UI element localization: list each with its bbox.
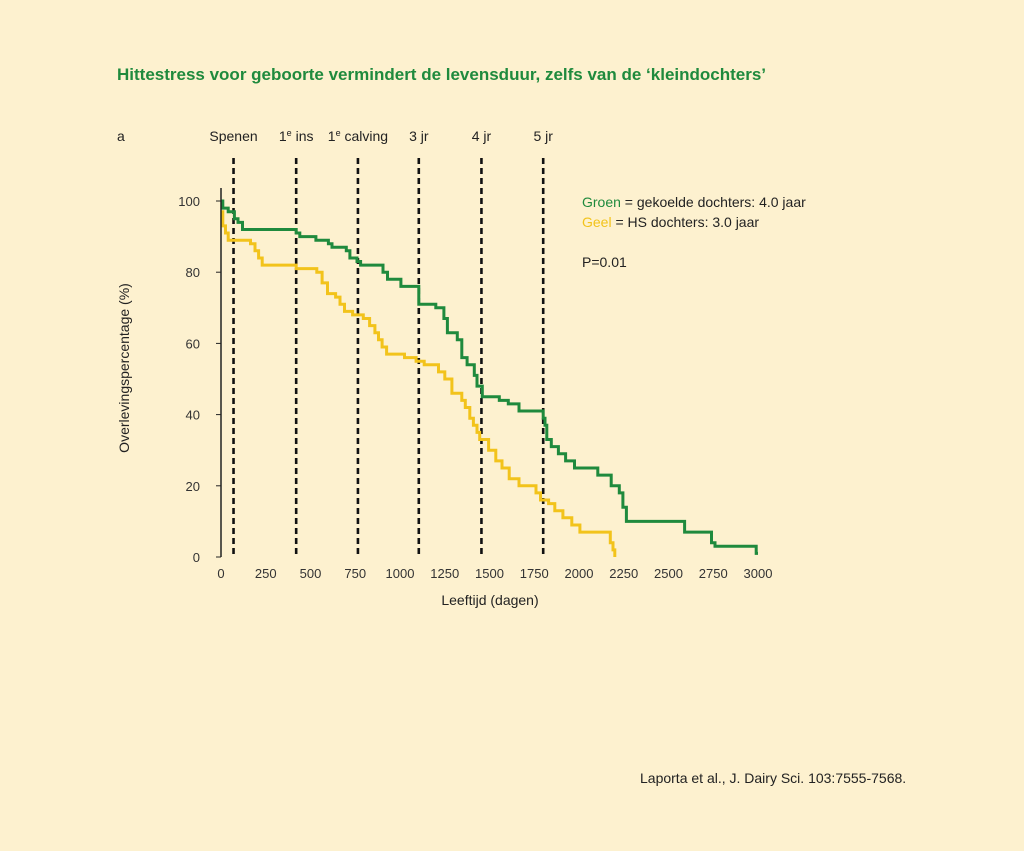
x-tick-2000: 2000 [565, 566, 594, 581]
legend-green-word: Groen [582, 194, 621, 210]
x-tick-2500: 2500 [654, 566, 683, 581]
x-tick-750: 750 [344, 566, 366, 581]
x-tick-labels: 0 250 500 750 1000 1250 1500 1750 2000 2250 2500 27… [217, 566, 772, 581]
x-tick-2250: 2250 [609, 566, 638, 581]
y-tick-60: 60 [186, 336, 200, 351]
x-tick-1000: 1000 [386, 566, 415, 581]
milestone-label-5: 5 jr [533, 128, 553, 144]
milestone-label-2: 1e calving [328, 128, 388, 144]
p-value: P=0.01 [582, 254, 627, 270]
series-layer [221, 199, 758, 557]
milestone-group: Spenen 1e ins 1e calving 3 jr 4 jr 5 jr [209, 128, 553, 557]
y-tick-80: 80 [186, 265, 200, 280]
x-tick-0: 0 [217, 566, 224, 581]
y-tick-20: 20 [186, 479, 200, 494]
legend-green-text: = gekoelde dochters: 4.0 jaar [621, 194, 806, 210]
milestone-label-4: 4 jr [472, 128, 492, 144]
legend-yellow-text: = HS dochters: 3.0 jaar [612, 214, 760, 230]
legend-green: Groen = gekoelde dochters: 4.0 jaar [582, 194, 806, 210]
y-tick-0: 0 [193, 550, 200, 565]
source-citation: Laporta et al., J. Dairy Sci. 103:7555-7… [640, 770, 906, 786]
milestone-label-0: Spenen [209, 128, 257, 144]
y-tick-100: 100 [178, 194, 200, 209]
legend-yellow-word: Geel [582, 214, 612, 230]
chart-title: Hittestress voor geboorte vermindert de … [117, 65, 766, 84]
x-tick-1250: 1250 [430, 566, 459, 581]
milestone-label-3: 3 jr [409, 128, 429, 144]
y-tick-labels: 0 20 40 60 80 100 [178, 194, 221, 565]
x-tick-1750: 1750 [520, 566, 549, 581]
x-tick-2750: 2750 [699, 566, 728, 581]
panel-label: a [117, 128, 125, 144]
y-tick-40: 40 [186, 408, 200, 423]
x-axis-label: Leeftijd (dagen) [441, 592, 538, 608]
legend: Groen = gekoelde dochters: 4.0 jaar Geel… [582, 194, 806, 270]
series-line-groen [221, 199, 758, 555]
x-tick-500: 500 [300, 566, 322, 581]
milestone-label-1: 1e ins [279, 128, 314, 144]
x-tick-3000: 3000 [744, 566, 773, 581]
legend-yellow: Geel = HS dochters: 3.0 jaar [582, 214, 759, 230]
y-axis-label: Overlevingspercentage (%) [116, 283, 132, 453]
series-line-geel [221, 210, 617, 557]
x-tick-250: 250 [255, 566, 277, 581]
x-tick-1500: 1500 [475, 566, 504, 581]
